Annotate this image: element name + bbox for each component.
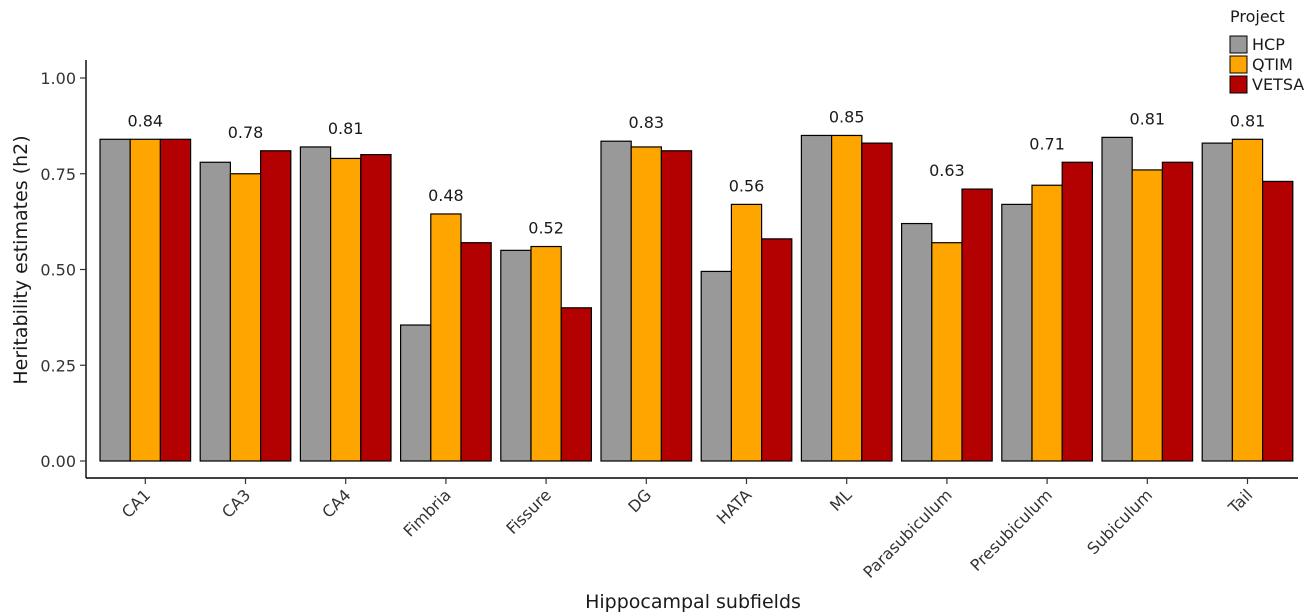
- bar-ca3-vetsa: [260, 150, 292, 462]
- bar-fimbria-vetsa: [460, 242, 492, 462]
- bar-ca1-hcp: [99, 138, 131, 462]
- bar-hata-qtim: [730, 203, 763, 462]
- bar-ca1-vetsa: [159, 138, 192, 462]
- annotation-ca3: 0.78: [228, 123, 264, 142]
- bar-fissure-qtim: [530, 245, 562, 462]
- annotations-group: 0.84 0.78 0.81 0.48 0.52 0.83 0.56 0.85 0.63 0.71…: [127, 107, 1265, 237]
- x-tick-label-fimbria: Fimbria: [400, 485, 455, 540]
- legend-swatch-qtim: [1229, 55, 1248, 74]
- x-tick-label-dg: DG: [624, 485, 655, 516]
- x-tick-label-ca3: CA3: [218, 485, 254, 521]
- bar-tail-hcp: [1201, 142, 1233, 462]
- bar-dg-qtim: [630, 146, 663, 462]
- y-tick-label: 0.25: [40, 356, 76, 375]
- x-tick-label-ml: ML: [826, 485, 856, 515]
- bar-tail-vetsa: [1261, 180, 1294, 462]
- bar-ml-vetsa: [861, 142, 893, 462]
- bar-parasubiculum-hcp: [900, 222, 933, 462]
- x-tick-label-presubiculum: Presubiculum: [966, 485, 1056, 575]
- bar-subiculum-hcp: [1101, 136, 1133, 462]
- bar-parasubiculum-qtim: [931, 242, 963, 462]
- bar-dg-vetsa: [660, 150, 693, 462]
- x-tick-label-subiculum: Subiculum: [1083, 485, 1156, 558]
- y-tick-label: 1.00: [40, 69, 76, 88]
- annotation-fissure: 0.52: [528, 219, 564, 238]
- annotation-dg: 0.83: [628, 113, 664, 132]
- y-tick-label: 0.00: [40, 452, 76, 471]
- bar-ca4-hcp: [299, 146, 332, 462]
- x-tick-label-ca1: CA1: [118, 485, 154, 521]
- annotation-ml: 0.85: [829, 107, 865, 126]
- x-tick-label-parasubiculum: Parasubiculum: [859, 485, 955, 581]
- bar-presubiculum-qtim: [1031, 184, 1063, 462]
- legend-swatch-hcp: [1229, 35, 1248, 54]
- bar-fissure-hcp: [500, 249, 532, 462]
- bars-group: [99, 134, 1294, 462]
- annotation-ca1: 0.84: [127, 111, 163, 130]
- x-tick-label-ca4: CA4: [318, 485, 354, 521]
- annotation-presubiculum: 0.71: [1029, 134, 1065, 153]
- annotation-tail: 0.81: [1230, 111, 1266, 130]
- y-tick-label: 0.75: [40, 165, 76, 184]
- y-tick-label: 0.50: [40, 261, 76, 280]
- bar-subiculum-qtim: [1131, 169, 1163, 462]
- x-tick-label-tail: Tail: [1224, 485, 1256, 517]
- bar-ml-qtim: [830, 134, 863, 462]
- bar-hata-hcp: [700, 270, 733, 462]
- bar-ca4-vetsa: [360, 154, 392, 462]
- bar-subiculum-vetsa: [1161, 161, 1194, 462]
- bar-ml-hcp: [800, 134, 833, 462]
- bar-parasubiculum-vetsa: [961, 188, 993, 462]
- bar-fimbria-hcp: [400, 324, 432, 462]
- bar-hata-vetsa: [760, 238, 793, 462]
- x-ticks-group: CA1 CA3 CA4 Fimbria Fissure DG HATA ML Parasubic…: [118, 478, 1256, 582]
- bar-ca4-qtim: [330, 157, 362, 462]
- legend-label-hcp: HCP: [1252, 35, 1285, 54]
- x-tick-label-fissure: Fissure: [502, 485, 555, 538]
- bar-dg-hcp: [600, 140, 632, 462]
- legend-label-qtim: QTIM: [1252, 55, 1293, 74]
- y-ticks-group: 0.00 0.25 0.50 0.75 1.00: [40, 69, 86, 471]
- bar-ca3-hcp: [199, 161, 231, 462]
- x-tick-label-hata: HATA: [713, 485, 756, 528]
- bar-ca1-qtim: [129, 138, 161, 462]
- x-axis-title: Hippocampal subfields: [585, 591, 801, 613]
- bar-ca3-qtim: [229, 173, 262, 462]
- annotation-ca4: 0.81: [328, 119, 364, 138]
- annotation-hata: 0.56: [729, 176, 765, 195]
- bar-fissure-vetsa: [560, 307, 593, 462]
- bar-tail-qtim: [1231, 138, 1264, 462]
- annotation-subiculum: 0.81: [1129, 109, 1165, 128]
- bar-fimbria-qtim: [430, 213, 462, 462]
- y-axis-title: Heritability estimates (h2): [10, 135, 32, 384]
- annotation-parasubiculum: 0.63: [929, 161, 965, 180]
- bar-presubiculum-vetsa: [1061, 161, 1093, 462]
- bar-presubiculum-hcp: [1001, 203, 1033, 462]
- legend-title: Project: [1230, 7, 1285, 26]
- legend-label-vetsa: VETSA: [1252, 75, 1304, 94]
- legend-swatch-vetsa: [1229, 75, 1248, 94]
- annotation-fimbria: 0.48: [428, 186, 464, 205]
